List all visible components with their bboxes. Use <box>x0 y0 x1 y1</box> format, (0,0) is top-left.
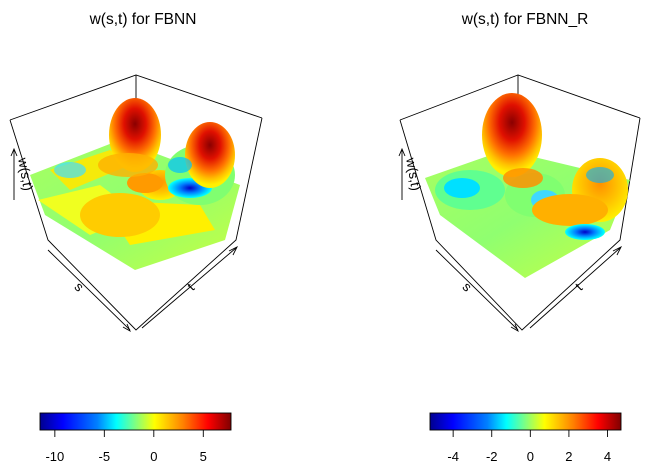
colorbar-tick-label: 2 <box>565 449 572 464</box>
chart-title: w(s,t) for FBNN_R <box>461 11 589 28</box>
colorbar-tick-label: -5 <box>99 449 111 464</box>
s-axis-label: s <box>71 279 87 295</box>
z-axis-label: w(s,t) <box>15 156 36 192</box>
colorbar-tick-label: -2 <box>486 449 498 464</box>
s-axis-label: s <box>459 279 475 295</box>
colorbar-tick-label: 4 <box>604 449 611 464</box>
panel-fbnn-r: w(s,t) for FBNN_R w(s,t <box>398 11 641 464</box>
colorbar-tick-label: -4 <box>447 449 459 464</box>
t-axis-label: t <box>572 280 585 293</box>
colorbar-tick-label: 5 <box>200 449 207 464</box>
surface <box>425 93 630 278</box>
colorbar-ticks: -4 -2 0 2 4 <box>447 430 611 464</box>
panel-fbnn: w(s,t) for FBNN <box>9 11 263 464</box>
colorbar: -4 -2 0 2 4 <box>429 412 622 464</box>
colorbar-tick-label: -10 <box>45 449 64 464</box>
axis-arrows <box>10 147 239 333</box>
colorbar: -10 -5 0 5 <box>39 412 232 464</box>
surface <box>30 98 240 270</box>
colorbar-tick-label: 0 <box>527 449 534 464</box>
colorbar-tick-label: 0 <box>150 449 157 464</box>
chart-title: w(s,t) for FBNN <box>89 11 197 28</box>
colorbar-ticks: -10 -5 0 5 <box>45 430 207 464</box>
z-axis-label: w(s,t) <box>403 156 424 192</box>
axis-arrows <box>398 147 623 333</box>
